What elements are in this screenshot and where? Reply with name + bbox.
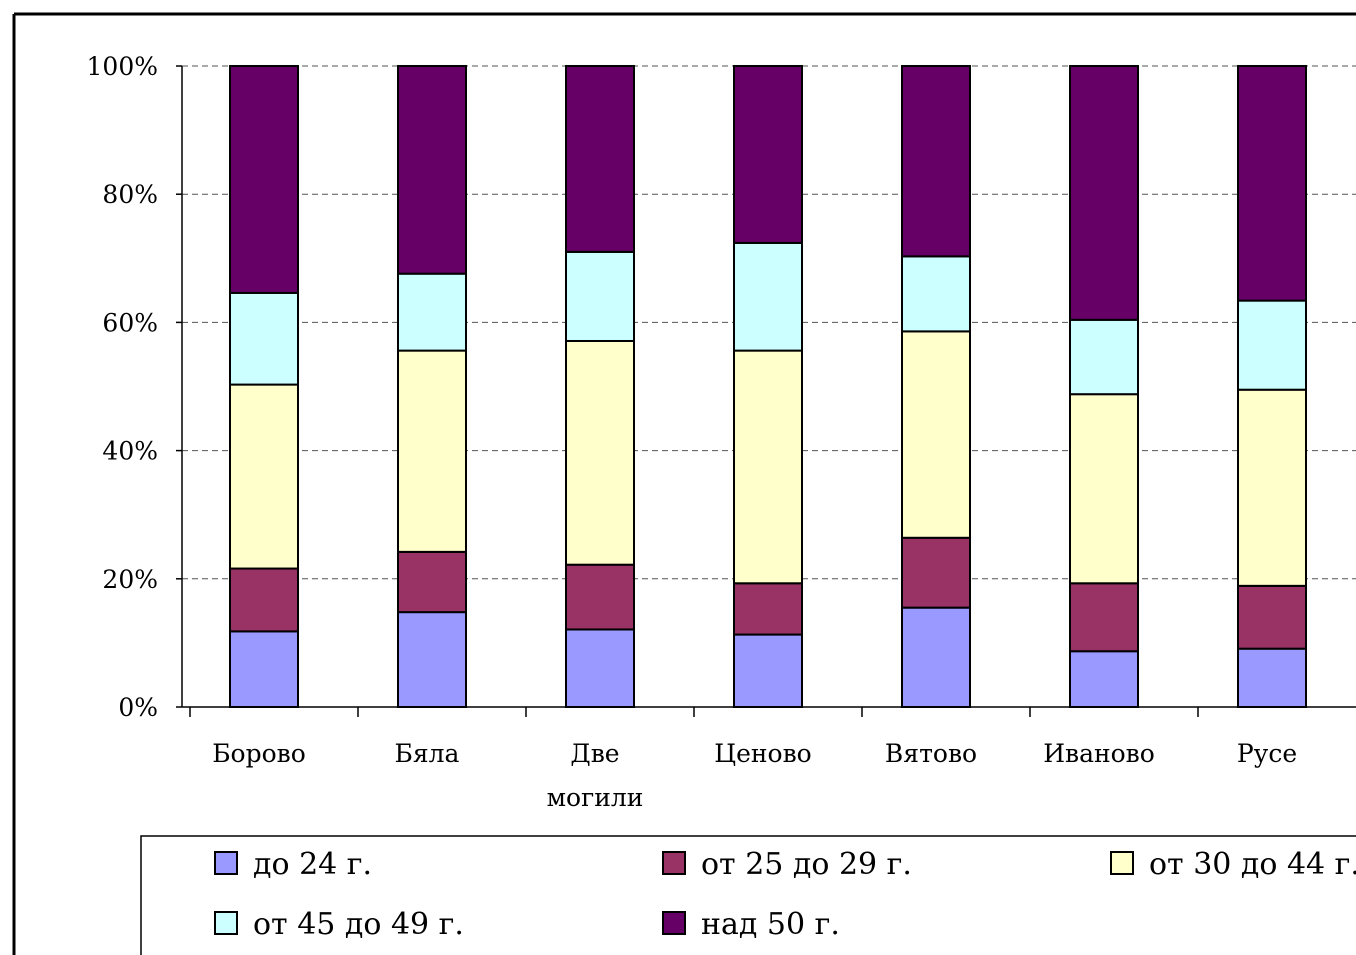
bar-segment — [565, 250, 635, 342]
bar-segment — [1237, 65, 1307, 302]
legend-swatch — [662, 851, 686, 875]
category-label: Иваново — [1043, 739, 1155, 768]
category-label: Две — [570, 739, 619, 768]
bar-segment — [1237, 584, 1307, 650]
legend-label: от 45 до 49 г. — [253, 907, 464, 942]
bar-segment — [901, 606, 971, 709]
bar-segment — [733, 241, 803, 352]
category-label: могили — [547, 783, 644, 812]
bar-segment — [901, 255, 971, 333]
bar-segment — [1237, 388, 1307, 587]
bar-segment — [565, 628, 635, 709]
bar-segment — [1237, 299, 1307, 391]
y-tick-label: 40% — [102, 437, 158, 466]
bar-segment — [397, 550, 467, 614]
category-label: Ценово — [714, 739, 811, 768]
bar-segment — [901, 330, 971, 539]
legend-label: от 30 до 44 г. — [1149, 847, 1356, 882]
bar-segment — [229, 630, 299, 708]
bar-segment — [733, 349, 803, 585]
bar-segment — [229, 383, 299, 570]
legend-box — [140, 835, 1356, 955]
bar-segment — [565, 563, 635, 631]
bar-segment — [733, 582, 803, 636]
bar-segment — [397, 272, 467, 352]
bar-segment — [229, 291, 299, 386]
bar-segment — [229, 65, 299, 294]
category-label: Русе — [1237, 739, 1297, 768]
bar-segment — [1069, 582, 1139, 653]
bar-segment — [1069, 65, 1139, 321]
bar-segment — [901, 65, 971, 258]
category-label: Бяла — [395, 739, 460, 768]
bar-segment — [901, 536, 971, 609]
bar-segment — [1069, 393, 1139, 585]
category-label: Борово — [212, 739, 306, 768]
y-tick-label: 0% — [118, 693, 158, 722]
y-tick-label: 20% — [102, 565, 158, 594]
bar-segment — [733, 65, 803, 244]
legend-swatch — [1110, 851, 1134, 875]
y-tick-label: 60% — [102, 308, 158, 337]
legend-swatch — [214, 911, 238, 935]
bar-segment — [733, 633, 803, 709]
legend-label: над 50 г. — [701, 907, 840, 942]
legend-swatch — [214, 851, 238, 875]
bar-segment — [565, 339, 635, 566]
bar-segment — [397, 65, 467, 275]
bar-segment — [1237, 647, 1307, 709]
legend-label: от 25 до 29 г. — [701, 847, 912, 882]
y-tick-label: 80% — [102, 180, 158, 209]
legend-label: до 24 г. — [253, 847, 372, 882]
legend-swatch — [662, 911, 686, 935]
bar-segment — [1069, 318, 1139, 396]
category-label: Вятово — [885, 739, 977, 768]
bar-segment — [229, 567, 299, 633]
bar-segment — [397, 611, 467, 709]
bar-segment — [1069, 650, 1139, 708]
y-tick-label: 100% — [87, 52, 158, 81]
bar-segment — [397, 349, 467, 553]
bar-segment — [565, 65, 635, 253]
